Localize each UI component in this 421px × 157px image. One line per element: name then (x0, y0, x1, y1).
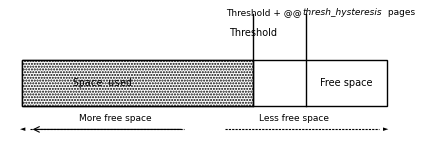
Text: Threshold: Threshold (229, 28, 277, 38)
Text: Free space: Free space (320, 78, 373, 88)
Bar (22, 60, 253, 106)
Text: Threshold + @@: Threshold + @@ (226, 8, 302, 17)
Bar (22, 60, 253, 106)
Text: ►: ► (383, 126, 389, 132)
Text: Space used: Space used (73, 78, 132, 88)
Text: thresh_hysteresis: thresh_hysteresis (302, 8, 382, 17)
Text: More free space: More free space (79, 114, 152, 123)
Text: Less free space: Less free space (259, 114, 329, 123)
Text: ◄: ◄ (20, 126, 26, 132)
Text: pages: pages (385, 8, 415, 17)
FancyBboxPatch shape (22, 60, 387, 106)
